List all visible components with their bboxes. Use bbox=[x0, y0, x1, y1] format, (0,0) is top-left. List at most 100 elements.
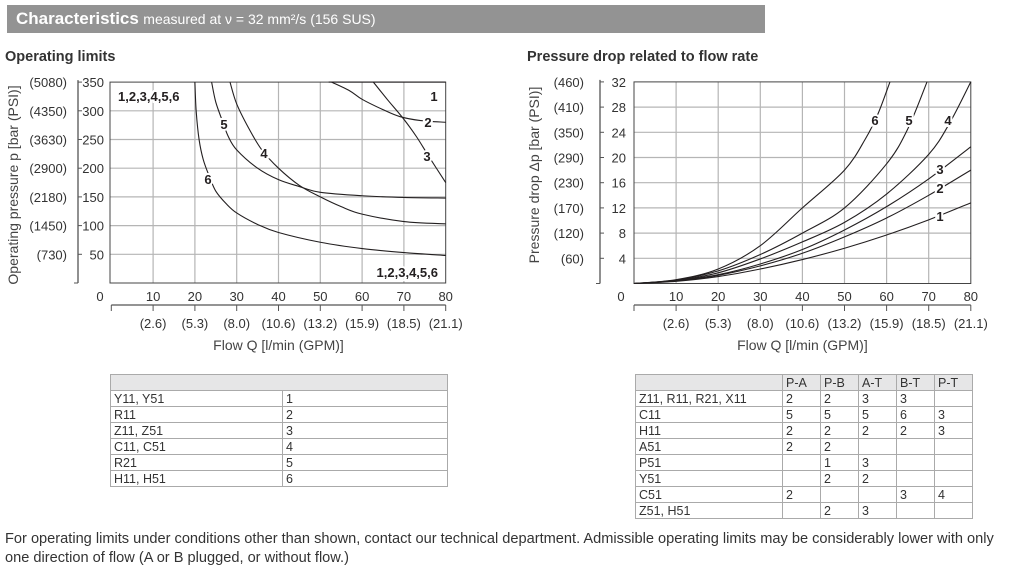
curve-number: 2 bbox=[782, 390, 821, 407]
table-row: C11 5 5 5 6 3 bbox=[635, 406, 973, 423]
curve-number: 3 bbox=[858, 502, 897, 519]
series-4-label: 4 bbox=[944, 113, 952, 128]
curve-number bbox=[896, 470, 935, 487]
series-4-curve bbox=[633, 81, 972, 285]
column-header: P-B bbox=[820, 374, 859, 391]
x-tick-label: 50 bbox=[313, 289, 327, 304]
y-tick-label-psi: (2180) bbox=[29, 190, 67, 205]
annotation-all-curves-top: 1,2,3,4,5,6 bbox=[118, 89, 179, 104]
y-tick-label-psi: (5080) bbox=[29, 75, 67, 90]
table-row: Z11, R11, R21, X11 2 2 3 3 bbox=[635, 390, 973, 407]
plot-frame bbox=[109, 81, 447, 284]
curve-number bbox=[934, 454, 973, 471]
table-row: H11, H51 6 bbox=[110, 470, 448, 487]
y-tick-label-psi: (410) bbox=[554, 100, 584, 115]
curve-number: 4 bbox=[282, 438, 448, 455]
table-header-row: P-A P-B A-T B-T P-T bbox=[635, 374, 973, 391]
valve-type: H11, H51 bbox=[110, 470, 283, 487]
x-tick-label: 60 bbox=[355, 289, 369, 304]
column-header: B-T bbox=[896, 374, 935, 391]
x-tick-label-gpm: (15.9) bbox=[870, 316, 904, 331]
x-tick-label: 60 bbox=[879, 289, 893, 304]
valve-type: Y51 bbox=[635, 470, 783, 487]
y-tick-label: 32 bbox=[612, 75, 626, 90]
curve-number: 2 bbox=[858, 422, 897, 439]
x-tick-label: 30 bbox=[753, 289, 767, 304]
x-tick-label: 70 bbox=[397, 289, 411, 304]
curve-number: 2 bbox=[782, 486, 821, 503]
valve-type: Z11, R11, R21, X11 bbox=[635, 390, 783, 407]
operating-limits-title: Operating limits bbox=[5, 49, 116, 65]
curve-number: 2 bbox=[820, 390, 859, 407]
section-header: Characteristics measured at ν = 32 mm²/s… bbox=[7, 5, 765, 33]
series-3-curve bbox=[633, 146, 972, 285]
x-tick-label: 0 bbox=[96, 289, 103, 304]
table-row: Y51 2 2 bbox=[635, 470, 973, 487]
valve-type: C51 bbox=[635, 486, 783, 503]
series-5-label: 5 bbox=[220, 117, 227, 132]
column-header bbox=[635, 374, 783, 391]
valve-type: Z51, H51 bbox=[635, 502, 783, 519]
curve-number: 3 bbox=[934, 422, 973, 439]
column-header: A-T bbox=[858, 374, 897, 391]
x-tick-label-gpm: (8.0) bbox=[223, 316, 250, 331]
series-3-curve bbox=[372, 81, 447, 183]
curve-number: 2 bbox=[782, 422, 821, 439]
x-tick-label-gpm: (5.3) bbox=[705, 316, 732, 331]
x-tick-label-gpm: (5.3) bbox=[182, 316, 209, 331]
curve-number: 1 bbox=[820, 454, 859, 471]
x-tick-label: 10 bbox=[146, 289, 160, 304]
x-tick-label-gpm: (8.0) bbox=[747, 316, 774, 331]
curve-number bbox=[782, 454, 821, 471]
series-6-label: 6 bbox=[204, 172, 211, 187]
curve-number bbox=[896, 438, 935, 455]
x-tick-label-gpm: (21.1) bbox=[429, 316, 463, 331]
x-axis-title: Flow Q [l/min (GPM)] bbox=[737, 337, 868, 353]
curve-number bbox=[896, 502, 935, 519]
valve-type: P51 bbox=[635, 454, 783, 471]
series-1-label: 1 bbox=[430, 89, 437, 104]
y-tick-label-psi: (170) bbox=[554, 201, 584, 216]
x-tick-label: 20 bbox=[188, 289, 202, 304]
curve-number: 3 bbox=[282, 422, 448, 439]
series-6-curve bbox=[633, 81, 891, 285]
y-tick-label: 20 bbox=[612, 151, 626, 166]
y-tick-label: 200 bbox=[82, 161, 104, 176]
x-tick-label-gpm: (21.1) bbox=[954, 316, 988, 331]
y-tick-label: 250 bbox=[82, 133, 104, 148]
curve-number: 2 bbox=[896, 422, 935, 439]
table-row: R21 5 bbox=[110, 454, 448, 471]
valve-type: Z11, Z51 bbox=[110, 422, 283, 439]
x-tick-label-gpm: (13.2) bbox=[828, 316, 862, 331]
curve-number: 5 bbox=[782, 406, 821, 423]
series-4-label: 4 bbox=[260, 146, 268, 161]
table-row: P51 1 3 bbox=[635, 454, 973, 471]
x-tick-label-gpm: (13.2) bbox=[303, 316, 337, 331]
x-tick-label-gpm: (10.6) bbox=[785, 316, 819, 331]
valve-type: A51 bbox=[635, 438, 783, 455]
curve-number bbox=[858, 486, 897, 503]
curve-number bbox=[896, 454, 935, 471]
series-1-label: 1 bbox=[936, 209, 943, 224]
series-3-label: 3 bbox=[423, 149, 430, 164]
y-tick-label: 24 bbox=[612, 125, 626, 140]
y-tick-label-psi: (460) bbox=[554, 75, 584, 90]
x-tick-label-gpm: (18.5) bbox=[387, 316, 421, 331]
curve-number: 3 bbox=[858, 390, 897, 407]
table-row: Z51, H51 2 3 bbox=[635, 502, 973, 519]
y-tick-label: 300 bbox=[82, 104, 104, 119]
curve-number: 3 bbox=[934, 406, 973, 423]
curve-number bbox=[934, 502, 973, 519]
y-tick-label: 100 bbox=[82, 219, 104, 234]
y-tick-label: 50 bbox=[90, 247, 104, 262]
series-5-curve bbox=[211, 81, 446, 199]
curve-number: 6 bbox=[896, 406, 935, 423]
curve-number: 1 bbox=[282, 390, 448, 407]
curve-number bbox=[934, 470, 973, 487]
y-tick-label: 16 bbox=[612, 176, 626, 191]
table-row: H11 2 2 2 2 3 bbox=[635, 422, 973, 439]
y-tick-label: 350 bbox=[82, 75, 104, 90]
curve-number bbox=[782, 470, 821, 487]
y-tick-label-psi: (290) bbox=[554, 151, 584, 166]
curve-number: 2 bbox=[820, 438, 859, 455]
